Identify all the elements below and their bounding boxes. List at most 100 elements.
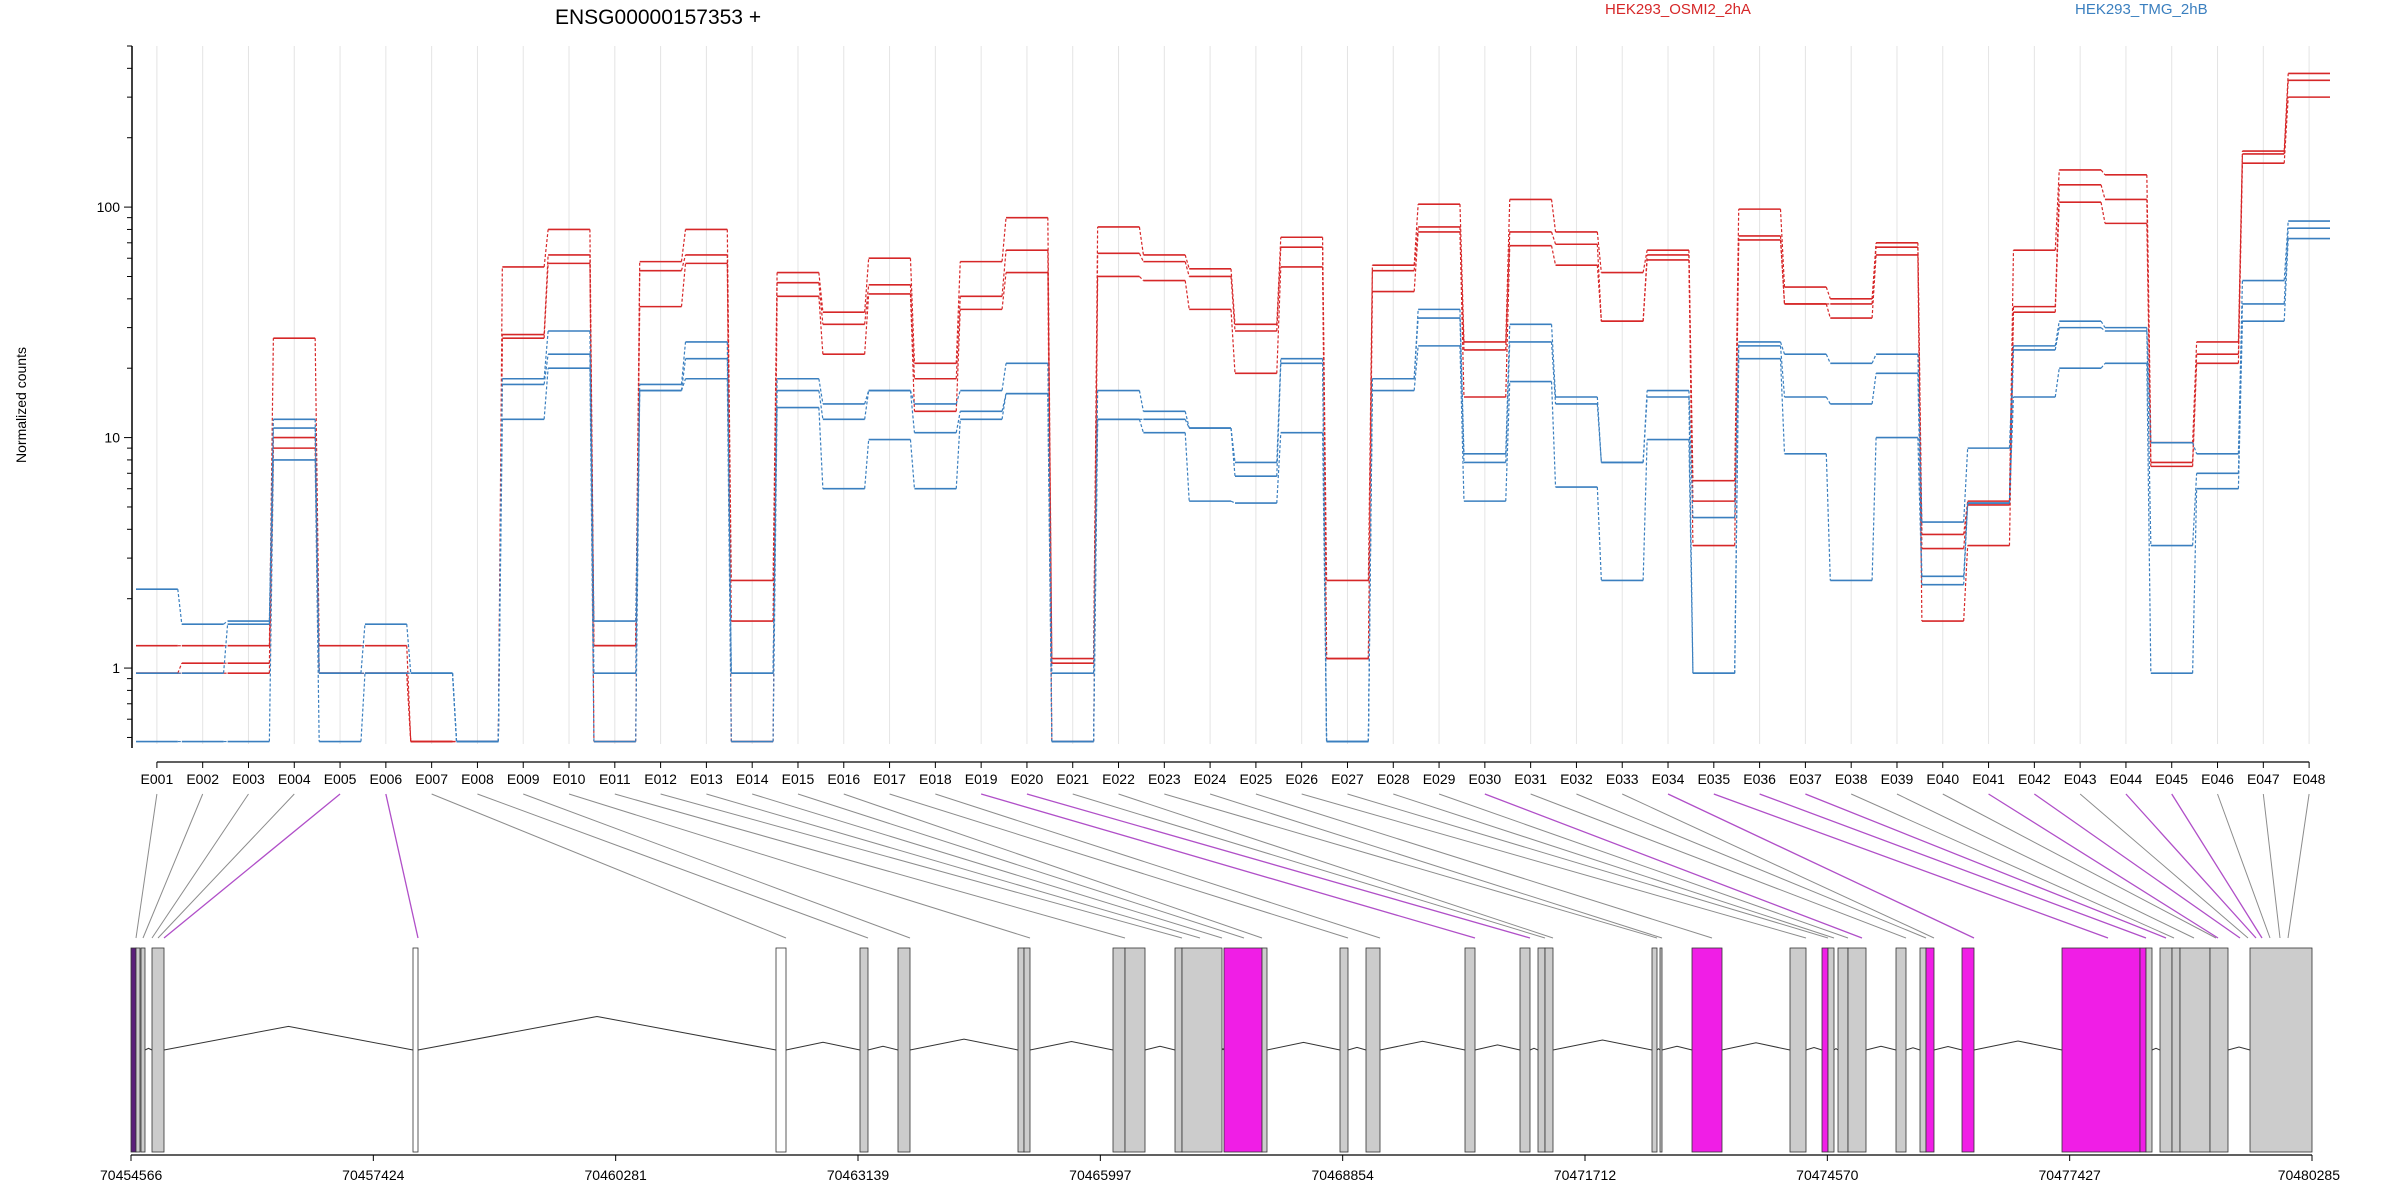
legend-entry-tmg: HEK293_TMG_2hB [2075,1,2208,18]
step-connector [680,263,687,307]
exon-block [1651,947,1658,1153]
genomic-tick-label: 70471712 [1554,1167,1617,1183]
step-connector [909,258,916,364]
exon-label-e026: E026 [1285,771,1318,787]
step-connector [1276,247,1282,332]
exon-label-e017: E017 [873,771,906,787]
connector-e043 [2079,793,2249,939]
step-connector [680,358,687,391]
intron-line [1144,1045,1176,1051]
exon-block [1544,947,1554,1153]
step-connector [1276,266,1282,374]
step-connector [1184,411,1190,429]
step-connector [268,459,274,742]
exon-block [135,947,141,1153]
intron-line [1973,1040,2063,1051]
exon-block [775,947,787,1153]
exon-label-e001: E001 [141,771,174,787]
y-tick-label: 10 [104,430,120,446]
step-connector [772,296,778,742]
connector-e032 [1576,793,1927,939]
connector-e008 [477,793,869,939]
step-connector [360,624,366,674]
exon-label-e043: E043 [2064,771,2097,787]
step-connector [2192,363,2198,467]
step-connector [1642,250,1648,273]
exon-label-e034: E034 [1652,771,1685,787]
exon-block [1837,947,1849,1153]
exon-block [1895,947,1907,1153]
series-hek293_osmi2_2ha-2 [136,79,2330,743]
step-connector [1963,448,1969,523]
connector-e019 [980,793,1476,939]
genomic-coordinate-axis: 70454566 70457424 70460281 70463139 70465997… [100,1154,2340,1183]
exon-block [859,947,869,1153]
step-connector [2100,169,2106,176]
step-connector [864,439,870,489]
step-connector [543,263,549,339]
step-connector [1596,231,1602,273]
exon-label-e040: E040 [1926,771,1959,787]
step-connector [1367,291,1373,659]
step-connector [2008,312,2015,546]
exon-block [1339,947,1349,1153]
genomic-tick-label: 70463139 [827,1167,890,1183]
step-connector [314,428,320,674]
y-tick-label: 100 [97,199,121,215]
step-connector [222,624,229,674]
exon-block [1519,947,1531,1153]
genomic-tick-label: 70468854 [1312,1167,1375,1183]
intron-line [1347,1046,1367,1051]
connector-e022 [1118,793,1554,939]
step-connector [1825,353,1831,364]
connector-e011 [614,793,1126,939]
connector-e048 [2287,793,2310,939]
step-connector [818,272,824,313]
step-connector [1001,393,1007,420]
exon-block [1789,947,1807,1153]
step-connector [1642,396,1648,463]
exon-label-e032: E032 [1560,771,1593,787]
exon-block [1181,947,1223,1153]
exon-block [1691,947,1723,1153]
exon-label-e038: E038 [1835,771,1868,787]
intron-line [1379,1040,1466,1051]
genomic-tick-label: 70474570 [1796,1167,1859,1183]
step-connector [1550,231,1557,245]
genomic-tick-label: 70477427 [2039,1167,2102,1183]
step-connector [1550,381,1557,488]
step-connector [1779,209,1786,288]
vertical-gridlines [156,46,2310,744]
connector-e010 [568,793,1031,939]
exon-label-e048: E048 [2293,771,2326,787]
step-connector [1001,363,1007,391]
series-hek293_osmi2_2ha-3 [136,96,2330,743]
connector-e041 [1988,793,2219,939]
connector-e040 [1942,793,2217,939]
step-connector [772,390,778,674]
exon-label-e045: E045 [2155,771,2188,787]
step-connector [1871,437,1877,581]
intron-line [1833,1048,1839,1051]
step-connector [497,419,503,742]
step-connector [1321,266,1328,659]
step-connector [1825,396,1831,405]
step-connector [1825,303,1831,319]
intron-line [1905,1047,1921,1051]
exon-label-e012: E012 [644,771,677,787]
step-connector [864,293,870,355]
intron-line [1529,1047,1539,1051]
step-connector [2054,202,2060,313]
step-connector [1963,503,1969,585]
exon-label-e035: E035 [1697,771,1730,787]
step-connector [1413,231,1419,292]
exon-block [1223,947,1263,1153]
step-connector [2054,321,2060,346]
step-connector [818,378,824,405]
exon-label-e027: E027 [1331,771,1364,787]
connector-e037 [1805,793,2167,939]
exon-block [1961,947,1975,1153]
step-connector [1871,254,1877,319]
exon-label-e005: E005 [324,771,357,787]
